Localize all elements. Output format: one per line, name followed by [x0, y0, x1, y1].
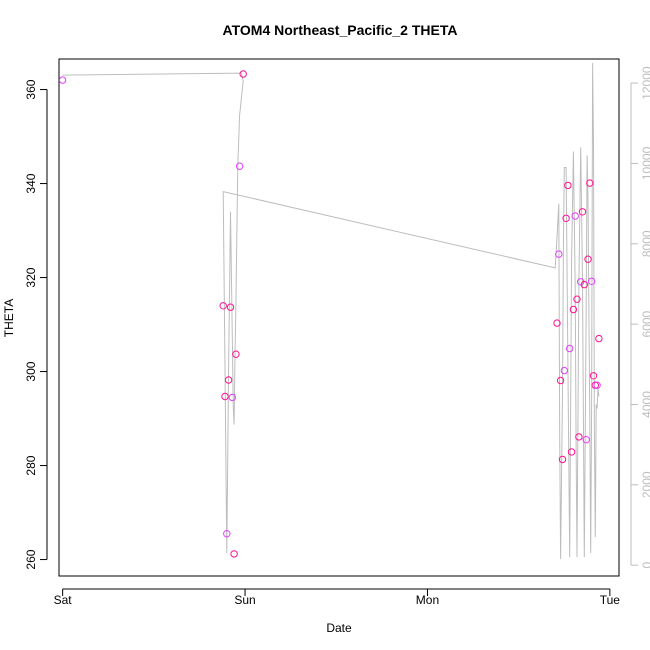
- right-tick-label: 4000: [640, 391, 650, 418]
- data-point: [566, 344, 574, 353]
- right-tick-label: 10000: [640, 146, 650, 180]
- data-point: [586, 179, 594, 187]
- data-point: [556, 376, 565, 385]
- right-tick-label: 0: [640, 561, 650, 568]
- series-line: [62, 62, 600, 560]
- data-point: [582, 436, 590, 444]
- x-axis-label: Date: [326, 621, 352, 635]
- data-point: [571, 212, 579, 220]
- left-tick-label: 320: [24, 267, 38, 287]
- data-point: [595, 334, 603, 343]
- left-axis: 260 280 300 320 340 360: [24, 79, 48, 570]
- data-point: [569, 305, 578, 314]
- left-tick-label: 280: [24, 455, 38, 475]
- data-point: [226, 303, 235, 311]
- left-tick-label: 340: [24, 173, 38, 193]
- left-tick-label: 300: [24, 361, 38, 381]
- right-axis: 0 2000 4000 6000 8000 10000 12000: [630, 66, 650, 568]
- data-point: [239, 70, 247, 78]
- data-point: [224, 376, 233, 384]
- data-point: [575, 433, 583, 441]
- data-point: [553, 319, 561, 327]
- bottom-tick-label: Sat: [54, 593, 73, 607]
- data-point: [221, 392, 229, 401]
- data-point: [593, 381, 601, 389]
- data-point: [235, 162, 244, 170]
- bottom-axis: Sat Sun Mon Tue: [54, 588, 621, 607]
- chart-title: ATOM4 Northeast_Pacific_2 THETA: [223, 22, 458, 38]
- data-point: [580, 280, 588, 289]
- data-point: [564, 181, 572, 190]
- y-axis-label: THETA: [2, 299, 16, 337]
- data-point: [228, 393, 237, 402]
- plot-frame: [58, 58, 620, 577]
- data-point: [567, 448, 576, 456]
- data-point: [558, 455, 567, 464]
- point-layer: [58, 70, 603, 558]
- data-point: [587, 277, 596, 285]
- bottom-tick-label: Sun: [234, 593, 255, 607]
- data-point: [562, 214, 570, 223]
- right-tick-label: 12000: [640, 66, 650, 100]
- data-point: [584, 255, 592, 263]
- data-point: [560, 366, 568, 375]
- data-point: [230, 550, 238, 558]
- data-point: [573, 295, 581, 303]
- left-tick-label: 260: [24, 549, 38, 569]
- right-tick-label: 8000: [640, 230, 650, 257]
- data-point: [578, 208, 587, 216]
- data-point: [232, 350, 240, 358]
- data-point: [219, 302, 227, 310]
- right-tick-label: 6000: [640, 310, 650, 337]
- right-tick-label: 2000: [640, 471, 650, 498]
- bottom-tick-label: Mon: [416, 593, 439, 607]
- data-point: [589, 372, 598, 380]
- line-layer: [62, 62, 600, 560]
- data-point: [555, 250, 563, 258]
- data-point: [58, 76, 67, 84]
- left-tick-label: 360: [24, 79, 38, 99]
- bottom-tick-label: Tue: [600, 593, 621, 607]
- data-point: [223, 530, 231, 538]
